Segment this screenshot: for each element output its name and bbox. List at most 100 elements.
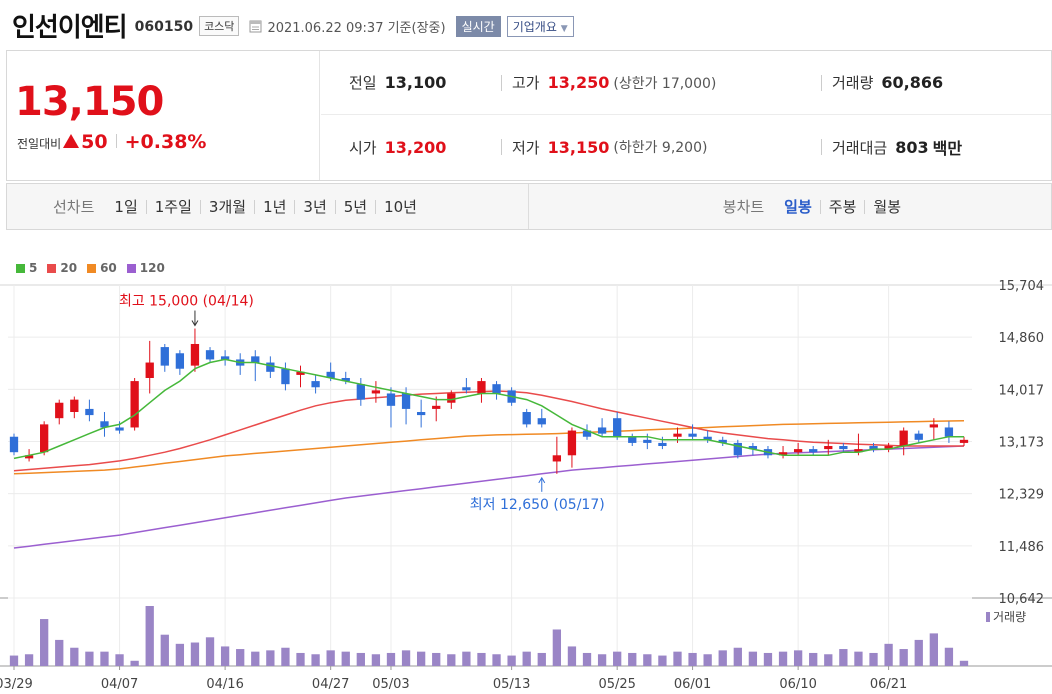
volume-bar xyxy=(371,654,381,666)
candle-body xyxy=(24,455,34,459)
candle-monthly[interactable]: 월봉 xyxy=(864,199,909,214)
volume-bar xyxy=(944,647,954,666)
candle-body xyxy=(341,377,350,382)
x-tick-label: 04/07 xyxy=(101,677,138,692)
candle-body xyxy=(251,356,260,363)
volume-bar xyxy=(386,652,396,666)
volume-bar xyxy=(160,634,169,666)
period-5y[interactable]: 5년 xyxy=(334,199,375,214)
stat-sub: (상한가 17,000) xyxy=(613,75,717,92)
y-tick-label: 14,860 xyxy=(999,331,1045,346)
current-price: 13,150 xyxy=(15,79,164,125)
candle-daily[interactable]: 일봉 xyxy=(784,197,812,216)
period-3y[interactable]: 3년 xyxy=(294,199,334,214)
chart-period-bar: 선차트 1일 1주일 3개월 1년 3년 5년 10년 봉차트 일봉 주봉 월봉 xyxy=(6,183,1052,230)
legend-ma20: 20 xyxy=(47,261,77,275)
period-10y[interactable]: 10년 xyxy=(375,199,425,214)
up-arrow-icon xyxy=(538,476,546,484)
stock-header: 인선이엔티 060150 코스닥 2021.06.22 09:37 기준(장중)… xyxy=(0,0,1052,50)
volume-bar xyxy=(416,651,426,666)
candle-weekly[interactable]: 주봉 xyxy=(819,199,865,214)
stat-prev-close: 전일 13,100 xyxy=(349,72,446,93)
period-3m[interactable]: 3개월 xyxy=(199,199,254,214)
candle-body xyxy=(899,430,908,447)
legend-swatch xyxy=(126,263,136,273)
candle-body xyxy=(613,418,622,437)
volume-bar xyxy=(281,647,290,666)
volume-bar xyxy=(326,650,335,666)
x-tick-label: 04/27 xyxy=(312,677,349,692)
volume-bar xyxy=(673,651,682,666)
stat-label: 시가 xyxy=(349,138,377,157)
legend-swatch xyxy=(87,263,97,273)
volume-bar xyxy=(824,654,833,666)
period-1d[interactable]: 1일 xyxy=(114,197,138,216)
volume-bar xyxy=(175,643,185,666)
stat-sub: (하한가 9,200) xyxy=(613,140,708,156)
realtime-button[interactable]: 실시간 xyxy=(455,15,501,37)
candle-body xyxy=(869,446,878,450)
period-1w[interactable]: 1주일 xyxy=(145,199,200,214)
stock-code: 060150 xyxy=(134,19,194,35)
quote-datetime: 2021.06.22 09:37 기준(장중) xyxy=(267,20,446,36)
candle-body xyxy=(567,430,577,456)
y-tick-label: 10,642 xyxy=(999,592,1045,607)
stat-value: 13,100 xyxy=(384,73,447,92)
volume-bar xyxy=(809,652,818,666)
calendar-icon xyxy=(249,20,262,33)
volume-bar xyxy=(40,619,49,666)
candle-body xyxy=(703,436,712,440)
stat-label: 고가 xyxy=(512,74,540,92)
volume-bar xyxy=(9,655,19,666)
candle-body xyxy=(658,442,667,447)
candle-body xyxy=(748,446,758,450)
candle-body xyxy=(809,449,818,453)
legend-ma60: 60 xyxy=(87,261,117,275)
volume-bar xyxy=(266,650,275,666)
stock-name: 인선이엔티 xyxy=(12,12,128,43)
volume-bar xyxy=(477,652,486,666)
candle-body xyxy=(356,384,365,400)
volume-bar xyxy=(688,652,697,666)
candle-body xyxy=(929,424,938,428)
volume-bar xyxy=(522,651,531,666)
company-overview-dropdown[interactable]: 기업개요 ▼ xyxy=(506,15,574,37)
candle-body xyxy=(40,424,49,453)
volume-bar xyxy=(70,647,79,666)
legend-label: 120 xyxy=(139,261,165,275)
y-tick-label: 11,486 xyxy=(999,540,1045,555)
x-tick-label: 06/10 xyxy=(779,677,816,692)
volume-bar xyxy=(492,654,501,666)
stat-amount: 거래대금 803 백만 xyxy=(821,135,962,159)
candle-body xyxy=(100,421,109,428)
candle-body xyxy=(70,399,79,413)
legend-swatch xyxy=(47,263,57,273)
candle-body xyxy=(688,433,697,437)
x-tick-label: 05/13 xyxy=(493,677,530,692)
candle-body xyxy=(190,343,200,366)
period-1y[interactable]: 1년 xyxy=(254,199,294,214)
volume-legend-swatch xyxy=(986,612,990,622)
volume-bar xyxy=(733,647,742,666)
line-chart-periods: 선차트 1일 1주일 3개월 1년 3년 5년 10년 xyxy=(7,184,529,229)
stat-label: 거래량 xyxy=(832,74,874,92)
x-tick-label: 06/21 xyxy=(870,677,907,692)
volume-bar xyxy=(597,654,607,666)
candle-body xyxy=(145,362,154,378)
volume-bar xyxy=(929,633,938,666)
volume-bar xyxy=(507,655,516,666)
change-label: 전일대비 xyxy=(17,137,62,151)
divider xyxy=(501,139,502,155)
divider xyxy=(821,139,822,155)
candle-body xyxy=(55,402,64,419)
candle-body xyxy=(175,353,185,369)
volume-bar xyxy=(220,646,230,666)
volume-bar xyxy=(85,651,94,666)
candle-body xyxy=(9,436,19,453)
chart-canvas[interactable]: 15,704 14,860 14,017 13,173 12,329 11,486 10,6… xyxy=(0,255,1052,694)
volume-bar xyxy=(718,650,727,666)
candle-body xyxy=(326,371,335,378)
candle-body xyxy=(477,381,486,394)
stat-unit: 백만 xyxy=(932,139,963,158)
legend-label: 60 xyxy=(100,261,117,275)
